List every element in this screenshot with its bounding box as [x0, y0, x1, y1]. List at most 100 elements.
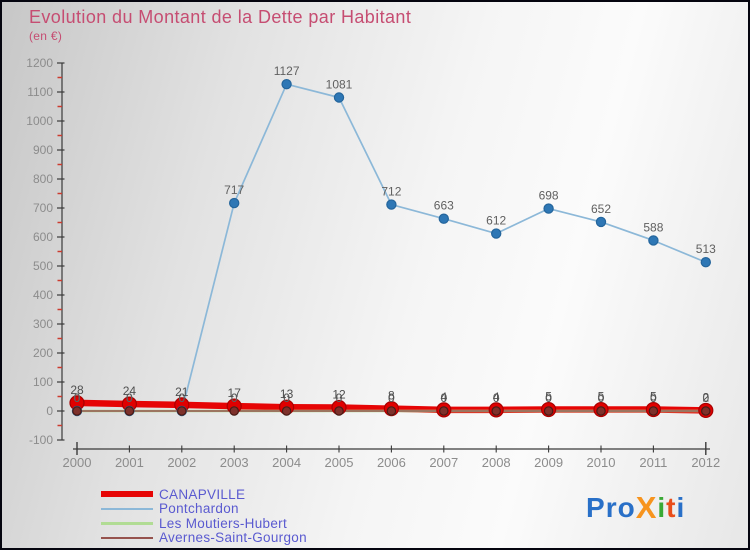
data-point [386, 199, 397, 210]
data-label: 712 [381, 185, 401, 199]
data-point [177, 406, 187, 416]
legend-swatch [101, 507, 153, 510]
logo-letter: r [605, 492, 618, 523]
logo-letter: X [635, 490, 658, 525]
data-label: 0 [598, 391, 605, 405]
legend-item: Pontchardon [101, 502, 307, 517]
data-label: 717 [224, 183, 244, 197]
line-chart: -100010020030040050060070080090010001100… [26, 56, 720, 470]
y-tick-label: 300 [33, 317, 53, 331]
data-point [334, 406, 344, 416]
data-point [333, 92, 345, 103]
data-label: 652 [591, 202, 611, 216]
data-label: 12 [332, 388, 346, 402]
data-label: 0 [650, 391, 657, 405]
data-label: 0 [74, 391, 81, 405]
data-label: 8 [388, 389, 395, 403]
y-tick-label: 500 [33, 259, 53, 273]
x-tick-label: 2001 [115, 455, 144, 470]
x-tick-label: 2009 [534, 455, 563, 470]
y-tick-label: 1000 [26, 114, 53, 128]
legend-item-label: Pontchardon [159, 501, 239, 516]
data-label: 0 [545, 391, 552, 405]
y-tick-label: 900 [33, 143, 53, 157]
data-label: 0 [126, 391, 133, 405]
data-point [281, 78, 292, 90]
legend-item-label: Les Moutiers-Hubert [159, 515, 287, 531]
y-tick-label: 600 [33, 230, 53, 244]
x-tick-label: 2004 [272, 455, 301, 470]
y-tick-label: 0 [46, 404, 53, 418]
data-label: 0 [283, 391, 290, 405]
y-tick-label: 1200 [26, 56, 53, 70]
data-point [595, 216, 607, 228]
legend-item: CANAPVILLE [101, 487, 307, 502]
y-tick-label: 400 [33, 288, 53, 302]
data-point [543, 203, 554, 214]
data-label: 0 [598, 391, 605, 405]
legend-item-label: Avernes-Saint-Gourgon [159, 530, 307, 545]
data-label: 1127 [274, 64, 300, 78]
data-label: 0 [650, 391, 657, 405]
data-label: 0 [231, 391, 238, 405]
data-point [229, 406, 239, 416]
x-tick-label: 2005 [325, 455, 354, 470]
legend-item-label: CANAPVILLE [159, 486, 246, 502]
logo-letter: i [657, 492, 667, 523]
data-label: 0 [545, 391, 552, 405]
data-label: 0 [74, 391, 81, 405]
data-label: 0 [702, 391, 709, 405]
legend-swatch [101, 491, 153, 498]
data-point [700, 406, 711, 416]
data-point [438, 213, 449, 224]
x-tick-label: 2008 [482, 455, 511, 470]
logo-letter: P [586, 492, 606, 523]
legend-item: Les Moutiers-Hubert [101, 516, 307, 531]
data-label: 0 [440, 391, 447, 405]
x-tick-label: 2012 [691, 455, 720, 470]
data-label: 0 [702, 391, 709, 405]
data-label: 588 [643, 220, 663, 234]
data-label: 24 [123, 384, 137, 398]
data-label: 0 [231, 391, 238, 405]
data-label: 0 [336, 391, 343, 405]
data-label: 0 [74, 391, 81, 405]
x-tick-label: 2003 [220, 455, 249, 470]
legend: CANAPVILLE Pontchardon Les Moutiers-Hubert… [101, 487, 307, 545]
data-label: 612 [486, 214, 506, 228]
y-tick-label: 1100 [27, 85, 53, 99]
data-point [491, 406, 501, 416]
data-label: 513 [696, 242, 716, 256]
data-label: 1081 [326, 78, 353, 92]
data-point [281, 406, 292, 416]
data-point [124, 406, 135, 416]
chart-subtitle: (en €) [29, 29, 63, 43]
data-point [491, 228, 502, 239]
x-tick-label: 2010 [587, 455, 616, 470]
data-point [648, 406, 659, 416]
data-label: 0 [178, 391, 185, 405]
series-line [76, 83, 707, 412]
data-label: 698 [539, 189, 559, 203]
data-point [228, 197, 240, 209]
legend-item: Avernes-Saint-Gourgon [101, 531, 307, 546]
data-label: 0 [178, 391, 185, 405]
data-point [596, 406, 606, 416]
data-label: 17 [228, 386, 242, 400]
data-point [438, 406, 449, 416]
y-tick-label: 100 [33, 375, 53, 389]
data-label: 663 [434, 199, 454, 213]
data-point [386, 406, 397, 416]
data-point [543, 406, 554, 416]
x-tick-label: 2006 [377, 455, 406, 470]
data-label: 4 [493, 390, 500, 404]
data-label: 5 [545, 390, 552, 404]
data-label: 0 [493, 391, 500, 405]
data-label: 0 [493, 391, 500, 405]
y-tick-label: 700 [33, 201, 53, 215]
chart-title: Evolution du Montant de la Dette par Hab… [29, 7, 412, 27]
data-point [648, 235, 659, 246]
data-label: 0 [126, 391, 133, 405]
data-label: 0 [283, 391, 290, 405]
x-tick-label: 2002 [167, 455, 196, 470]
